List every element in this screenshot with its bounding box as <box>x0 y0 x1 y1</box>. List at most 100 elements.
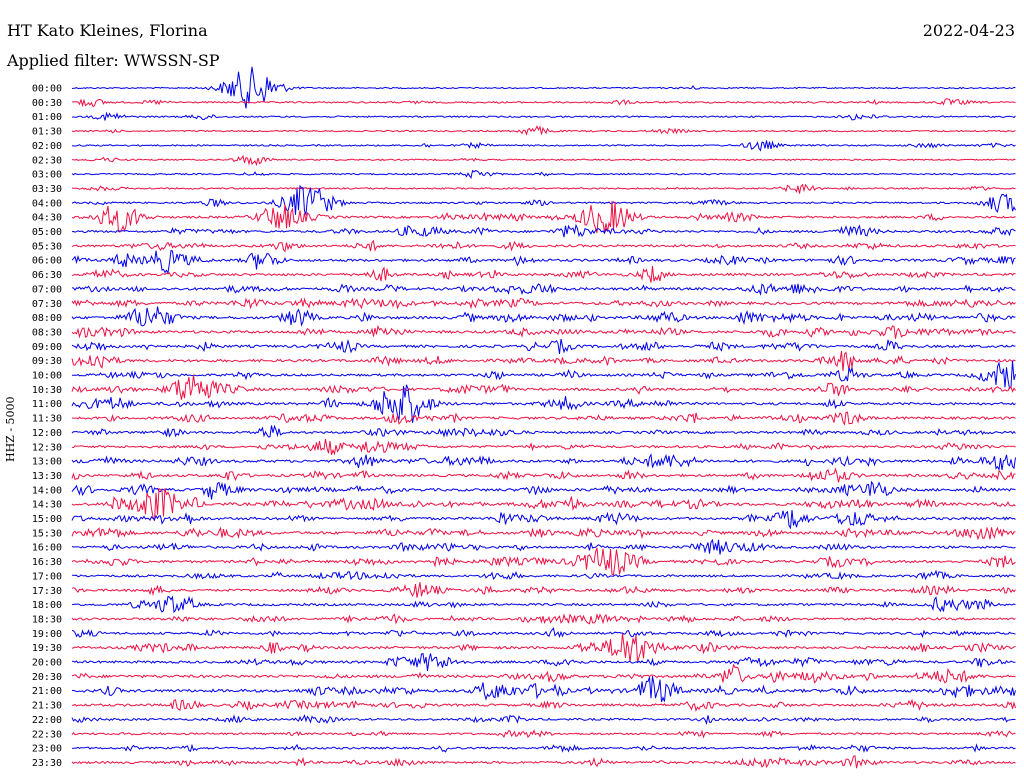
trace-line <box>71 424 1016 438</box>
trace-line <box>71 453 1016 472</box>
row-time-label: 16:30 <box>32 557 62 568</box>
row-time-label: 17:00 <box>32 571 62 582</box>
trace-line <box>71 663 1016 684</box>
trace-line <box>71 239 1016 253</box>
row-time-label: 10:30 <box>32 385 62 396</box>
row-time-label: 01:30 <box>32 127 62 138</box>
trace-line <box>71 538 1016 555</box>
trace-line <box>71 282 1016 297</box>
trace-line <box>71 714 1016 726</box>
row-time-label: 12:00 <box>32 428 62 439</box>
trace-line <box>71 66 1016 109</box>
row-time-label: 15:30 <box>32 528 62 539</box>
trace-line <box>71 350 1016 372</box>
trace-line <box>71 338 1016 354</box>
trace-line <box>71 582 1016 598</box>
trace-line <box>71 480 1016 500</box>
trace-line <box>71 306 1016 327</box>
row-time-label: 04:30 <box>32 213 62 224</box>
trace-line <box>71 140 1016 152</box>
station-title: HT Kato Kleines, Florina <box>7 21 208 40</box>
trace-line <box>71 633 1016 663</box>
row-time-label: 11:30 <box>32 414 62 425</box>
row-time-label: 17:30 <box>32 586 62 597</box>
trace-line <box>71 411 1016 427</box>
row-time-label: 21:00 <box>32 686 62 697</box>
row-time-label: 09:00 <box>32 342 62 353</box>
trace-line <box>71 183 1016 194</box>
trace-line <box>71 374 1016 400</box>
trace-line <box>71 297 1016 310</box>
row-time-label: 07:00 <box>32 284 62 295</box>
trace-line <box>71 743 1016 753</box>
trace-line <box>72 98 1016 108</box>
trace-line <box>71 488 1016 522</box>
row-time-label: 06:30 <box>32 270 62 281</box>
filter-label: Applied filter: WWSSN-SP <box>7 51 220 70</box>
row-time-label: 08:00 <box>32 313 62 324</box>
row-time-label: 04:00 <box>32 198 62 209</box>
trace-line <box>71 384 1016 423</box>
row-time-label: 02:30 <box>32 155 62 166</box>
row-time-label: 20:00 <box>32 658 62 669</box>
trace-line <box>71 698 1016 712</box>
trace-line <box>72 569 1016 581</box>
row-time-label: 13:30 <box>32 471 62 482</box>
row-time-label: 14:30 <box>32 500 62 511</box>
row-time-label: 05:30 <box>32 241 62 252</box>
row-time-label: 22:00 <box>32 715 62 726</box>
trace-line <box>71 125 1016 136</box>
row-time-label: 21:30 <box>32 701 62 712</box>
row-time-label: 13:00 <box>32 457 62 468</box>
row-time-label: 00:00 <box>32 84 62 95</box>
row-time-label: 22:30 <box>32 729 62 740</box>
trace-line <box>71 249 1016 275</box>
row-time-label: 08:30 <box>32 327 62 338</box>
trace-line <box>71 223 1016 238</box>
row-time-label: 16:00 <box>32 543 62 554</box>
trace-line <box>71 547 1016 576</box>
date-label: 2022-04-23 <box>922 21 1015 40</box>
row-time-label: 07:30 <box>32 299 62 310</box>
row-time-label: 11:00 <box>32 399 62 410</box>
row-time-label: 03:00 <box>32 170 62 181</box>
row-time-label: 14:00 <box>32 485 62 496</box>
trace-line <box>71 595 1016 614</box>
row-time-label: 23:00 <box>32 744 62 755</box>
row-time-label: 05:00 <box>32 227 62 238</box>
trace-line <box>71 467 1016 483</box>
trace-line <box>71 184 1016 216</box>
trace-line <box>71 324 1016 339</box>
trace-line <box>71 612 1016 625</box>
trace-line <box>71 627 1016 639</box>
row-time-label: 18:30 <box>32 614 62 625</box>
trace-line <box>71 111 1016 121</box>
trace-line <box>71 438 1016 456</box>
row-time-label: 10:00 <box>32 371 62 382</box>
trace-line <box>71 526 1016 541</box>
row-time-label: 09:30 <box>32 356 62 367</box>
row-time-label: 20:30 <box>32 672 62 683</box>
row-time-label: 19:30 <box>32 643 62 654</box>
row-time-label: 15:00 <box>32 514 62 525</box>
row-time-label: 02:00 <box>32 141 62 152</box>
trace-line <box>71 265 1016 283</box>
trace-line <box>71 154 1016 167</box>
row-time-label: 03:30 <box>32 184 62 195</box>
trace-line <box>71 652 1016 671</box>
trace-line <box>71 169 1016 180</box>
row-time-label: 06:00 <box>32 256 62 267</box>
trace-line <box>71 510 1016 530</box>
row-time-label: 19:00 <box>32 629 62 640</box>
trace-line <box>71 200 1016 233</box>
row-time-label: 18:00 <box>32 600 62 611</box>
row-time-label: 00:30 <box>32 98 62 109</box>
row-time-label: 12:30 <box>32 442 62 453</box>
trace-line <box>71 676 1016 703</box>
row-time-label: 01:00 <box>32 112 62 123</box>
row-time-label: 23:30 <box>32 758 62 769</box>
trace-line <box>72 360 1016 390</box>
trace-line <box>71 729 1016 739</box>
trace-line <box>71 755 1016 769</box>
